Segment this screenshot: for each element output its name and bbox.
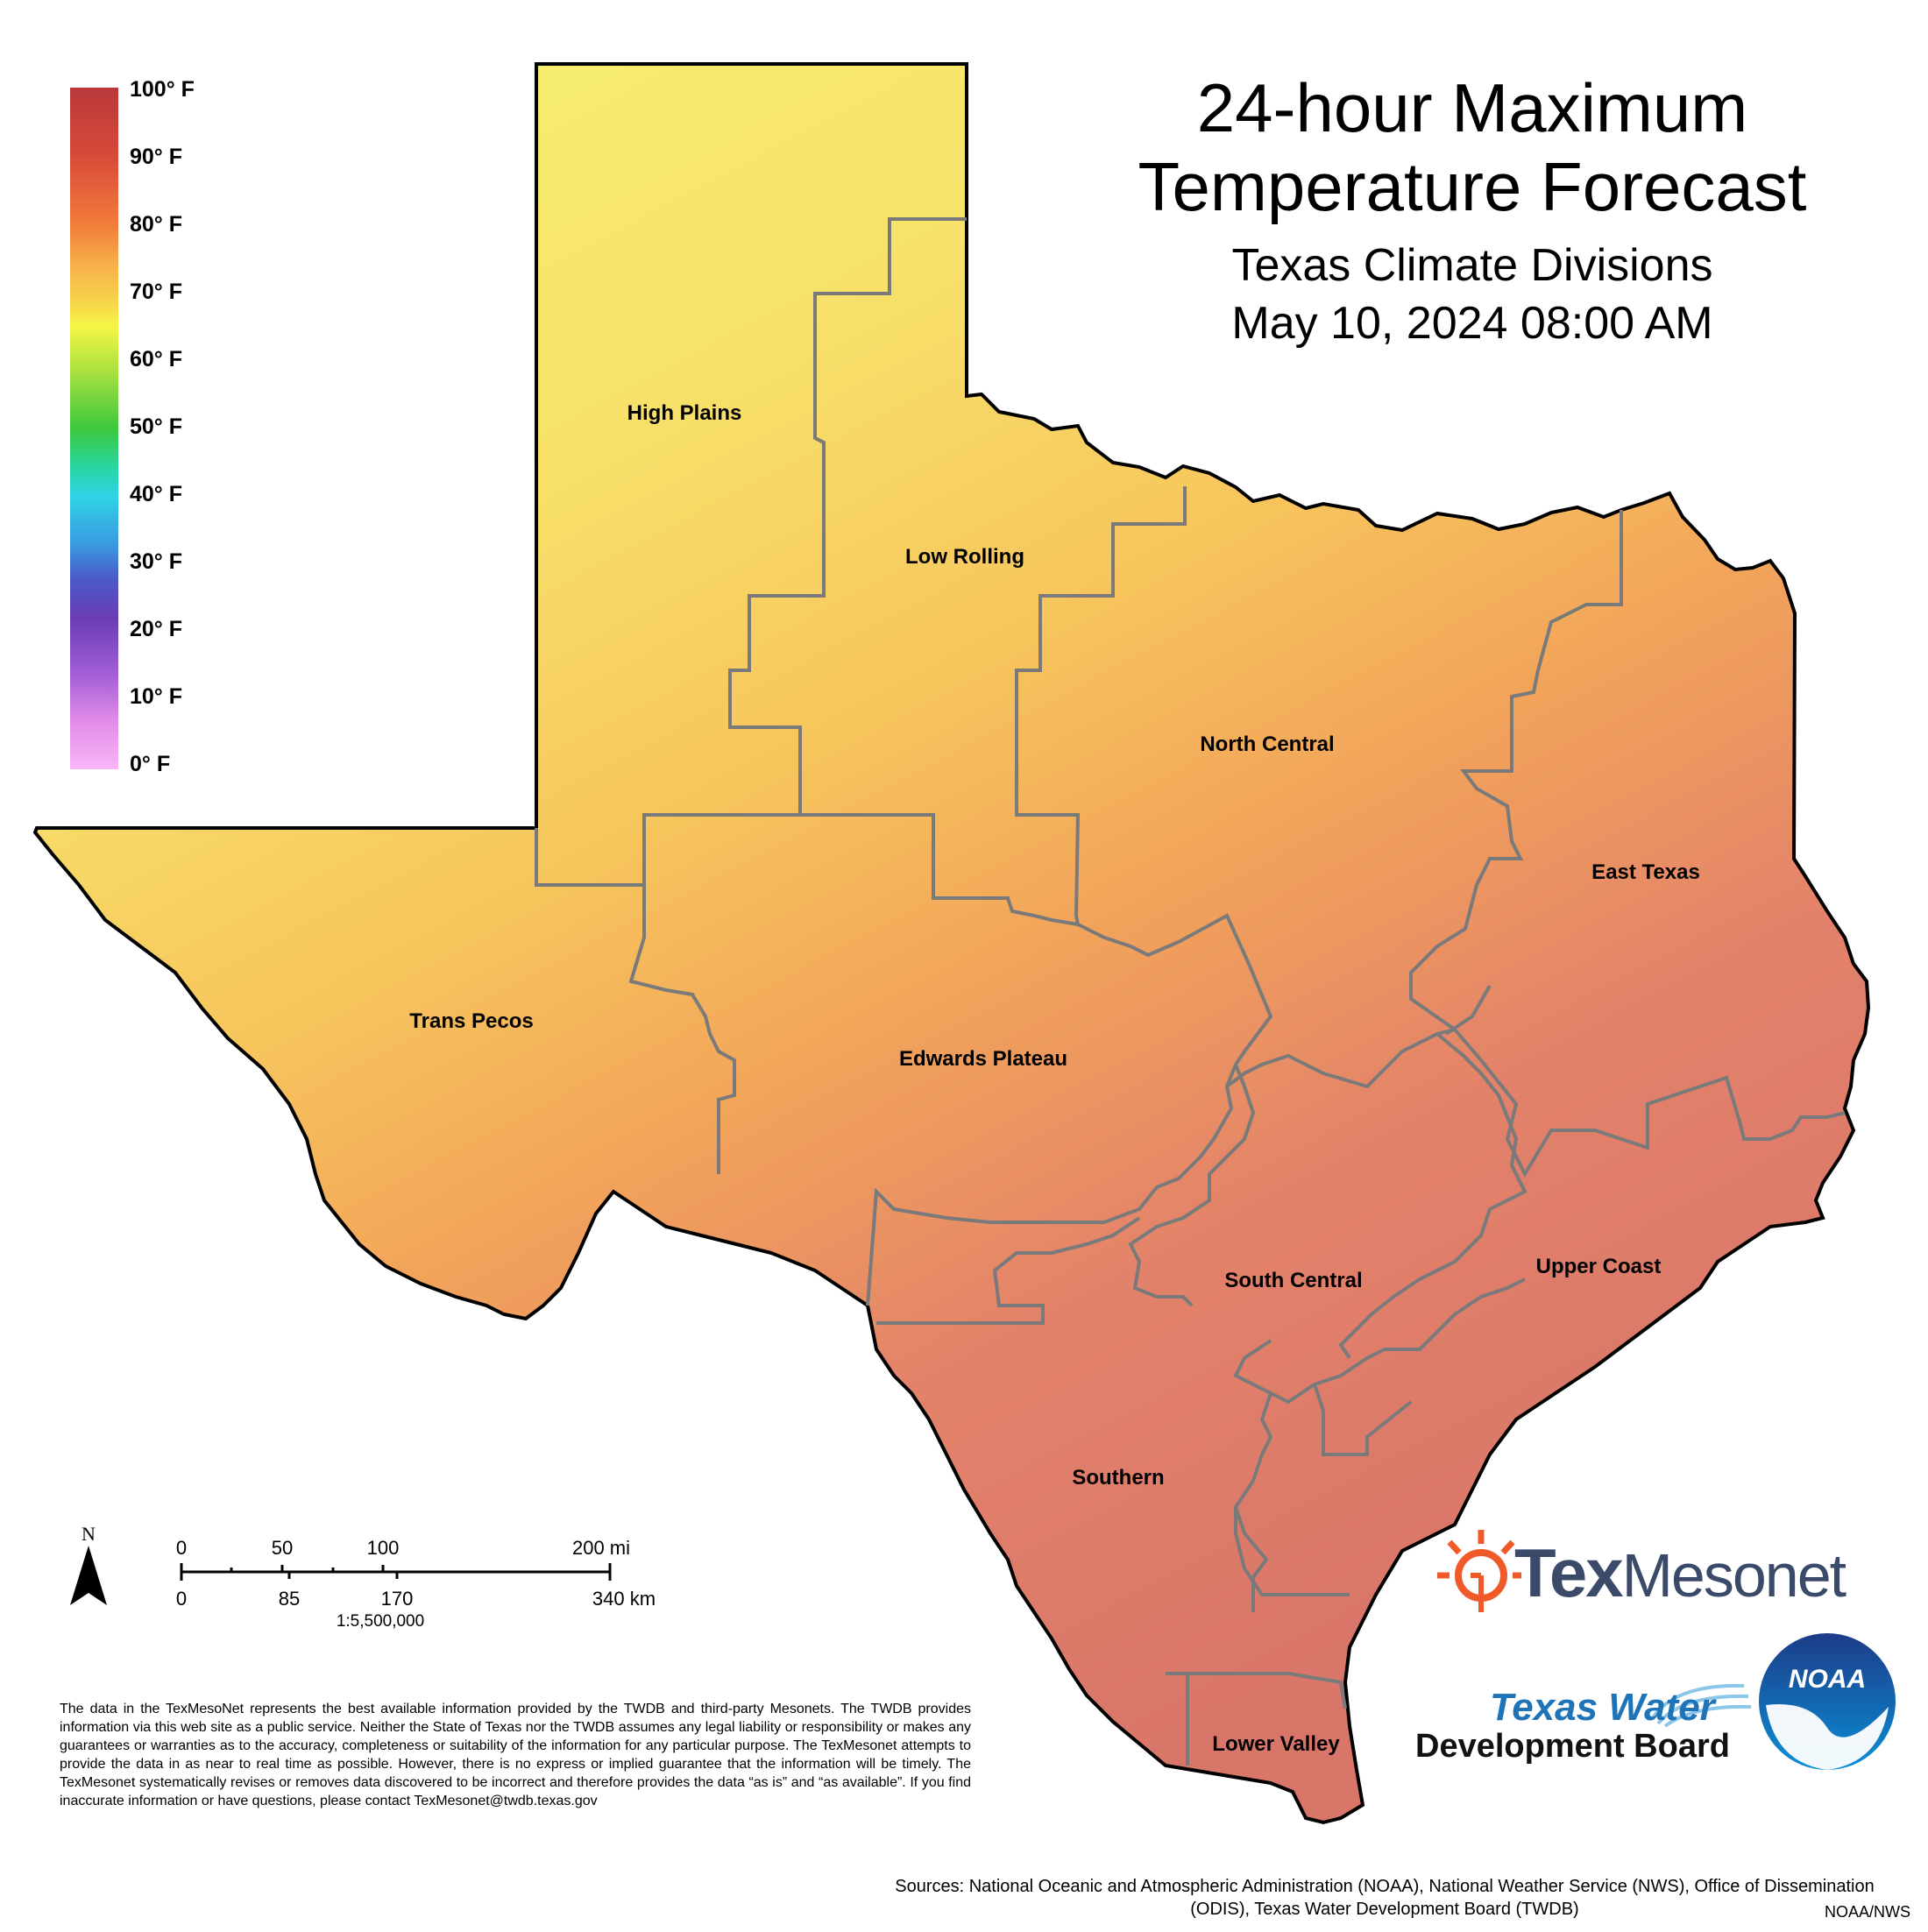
map-subtitle-line1: Texas Climate Divisions bbox=[1231, 240, 1713, 291]
north-label: N bbox=[82, 1523, 96, 1545]
region-label-north-central: North Central bbox=[1200, 732, 1335, 756]
sources-text: Sources: National Oceanic and Atmospheri… bbox=[895, 1877, 1875, 1919]
scale-mi-label: 200 mi bbox=[571, 1537, 631, 1559]
twdb-logo-line2: Development Board bbox=[1415, 1728, 1730, 1765]
legend-label: 30° F bbox=[130, 549, 183, 574]
legend-label: 20° F bbox=[130, 617, 183, 641]
map-subtitle-line2: May 10, 2024 08:00 AM bbox=[1231, 298, 1713, 349]
scale-km-label: 85 bbox=[278, 1588, 301, 1610]
region-label-edwards-plateau: Edwards Plateau bbox=[898, 1047, 1068, 1071]
scale-ratio: 1:5,500,000 bbox=[336, 1612, 425, 1631]
noaa-emblem-icon bbox=[1759, 1633, 1896, 1770]
legend-label: 50° F bbox=[130, 414, 183, 439]
legend-label: 40° F bbox=[130, 482, 183, 506]
region-label-south-central: South Central bbox=[1224, 1269, 1363, 1292]
legend-label: 80° F bbox=[130, 212, 183, 237]
legend-label: 90° F bbox=[130, 145, 183, 169]
credit-text: NOAA/NWS bbox=[1824, 1903, 1910, 1921]
scale-km-label: 170 bbox=[380, 1588, 414, 1610]
scale-km-label: 0 bbox=[175, 1588, 188, 1610]
texmesonet-logo: TexMesonet bbox=[1514, 1533, 1846, 1613]
map-title-line2: Temperature Forecast bbox=[1138, 148, 1807, 225]
legend-label: 10° F bbox=[130, 684, 183, 709]
north-arrow-icon bbox=[70, 1546, 107, 1605]
texmesonet-logo-mesonet: Mesonet bbox=[1621, 1541, 1846, 1610]
twdb-logo-line1: Texas Water bbox=[1490, 1686, 1715, 1729]
temperature-color-ramp bbox=[70, 88, 118, 769]
legend-label: 100° F bbox=[130, 77, 195, 102]
region-label-upper-coast: Upper Coast bbox=[1535, 1255, 1662, 1278]
region-label-southern: Southern bbox=[1072, 1466, 1165, 1490]
texmesonet-logo-tex: Tex bbox=[1514, 1534, 1624, 1611]
scale-mi-label: 0 bbox=[175, 1537, 188, 1559]
region-label-low-rolling: Low Rolling bbox=[905, 545, 1024, 569]
region-label-lower-valley: Lower Valley bbox=[1212, 1732, 1340, 1756]
scale-mi-label: 50 bbox=[271, 1537, 294, 1559]
division-lines bbox=[535, 217, 1846, 1766]
legend-label: 0° F bbox=[130, 752, 171, 776]
texmesonet-sun-icon bbox=[1437, 1530, 1521, 1612]
twdb-wave-icon bbox=[1650, 1683, 1752, 1728]
noaa-logo: NOAA bbox=[1757, 1631, 1897, 1772]
north-arrow: N bbox=[68, 1523, 109, 1607]
scale-mi-label: 100 bbox=[366, 1537, 400, 1559]
scale-km-label: 340 km bbox=[592, 1588, 656, 1610]
texas-outline bbox=[32, 62, 1871, 1825]
legend-label: 60° F bbox=[130, 347, 183, 372]
region-label-high-plains: High Plains bbox=[627, 401, 742, 425]
noaa-text: NOAA bbox=[1788, 1665, 1867, 1694]
map-title-line1: 24-hour Maximum bbox=[1196, 69, 1748, 146]
region-label-east-texas: East Texas bbox=[1591, 860, 1700, 884]
disclaimer-text: The data in the TexMesoNet represents th… bbox=[60, 1702, 971, 1808]
region-label-trans-pecos: Trans Pecos bbox=[409, 1009, 534, 1033]
legend-label: 70° F bbox=[130, 280, 183, 304]
